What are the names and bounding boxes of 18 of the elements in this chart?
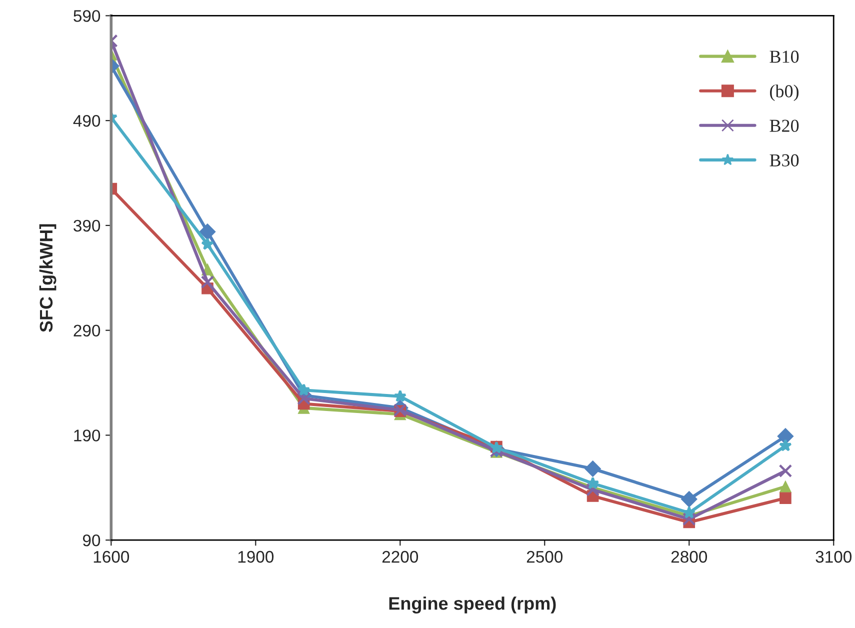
y-tick-label: 490 xyxy=(73,114,100,127)
legend-label: (b0) xyxy=(770,84,799,102)
y-tick-label: 390 xyxy=(74,220,100,232)
legend-label: B30 xyxy=(770,154,799,166)
x-tick-label: 2500 xyxy=(526,550,563,563)
x-tick-label: 2800 xyxy=(671,550,708,563)
x-tick-label: 1900 xyxy=(238,550,274,563)
y-tick-label: 190 xyxy=(74,430,100,442)
legend-label: B10 xyxy=(770,50,799,63)
y-tick-label: 290 xyxy=(74,324,100,337)
x-tick-label: 1600 xyxy=(94,550,130,563)
x-axis-title: Engine speed (rpm) xyxy=(389,596,556,614)
y-tick-label: 590 xyxy=(74,10,100,22)
legend-label: B20 xyxy=(770,120,799,132)
x-tick-label: 2200 xyxy=(382,550,418,563)
x-tick-label: 3100 xyxy=(816,550,852,563)
y-axis-title: SFC [g/kWH] xyxy=(39,224,56,332)
y-tick-label: 90 xyxy=(82,534,100,546)
